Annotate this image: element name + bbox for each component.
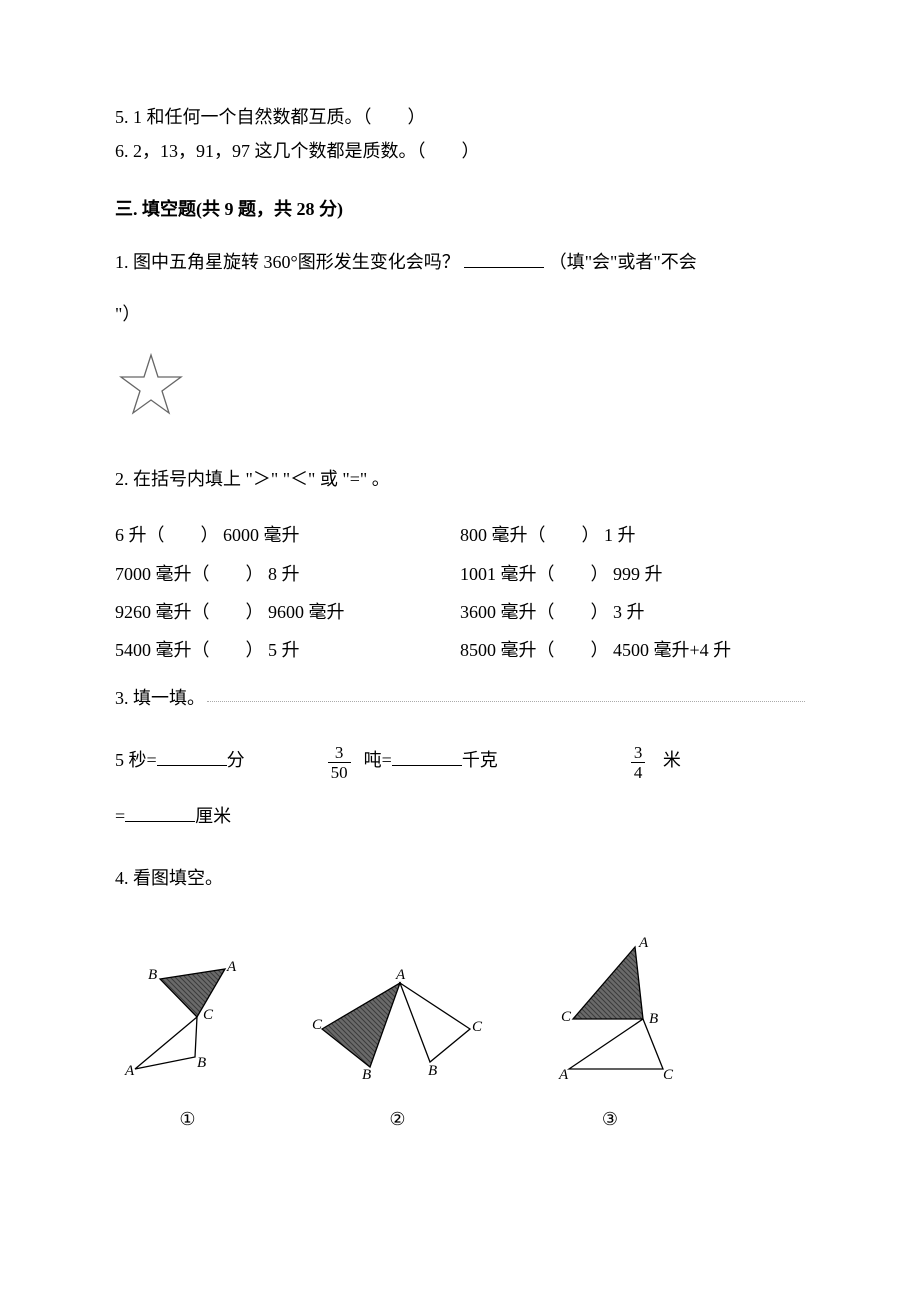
- svg-text:B: B: [428, 1063, 437, 1079]
- svg-text:A: A: [638, 937, 649, 951]
- star-icon: [121, 355, 181, 413]
- q3-dotted-line: [207, 701, 805, 702]
- frac2-den: 4: [631, 763, 646, 781]
- figure-1-cap: ①: [115, 1102, 260, 1136]
- q3-blank-3[interactable]: [125, 801, 195, 822]
- q3-p1-b: 分: [227, 750, 245, 770]
- q1-tail: "）: [115, 297, 805, 331]
- svg-text:B: B: [148, 967, 157, 983]
- figure-1: A B C A B ①: [115, 957, 260, 1136]
- q2-left-3[interactable]: 5400 毫升（ ） 5 升: [115, 633, 460, 667]
- q3-line1: 5 秒= 分 3 50 吨= 千克 3 4 米: [115, 743, 805, 780]
- svg-text:B: B: [649, 1011, 658, 1027]
- q2-left-2[interactable]: 9260 毫升（ ） 9600 毫升: [115, 595, 460, 629]
- q2-grid: 6 升（ ） 6000 毫升 7000 毫升（ ） 8 升 9260 毫升（ ）…: [115, 514, 805, 671]
- svg-text:A: A: [558, 1067, 569, 1083]
- q3-line2: = 厘米: [115, 799, 805, 833]
- q1-suffix: （填"会"或者"不会: [549, 252, 697, 272]
- svg-text:C: C: [312, 1017, 323, 1033]
- q3-p2-b: 千克: [462, 750, 498, 770]
- q2-right-1[interactable]: 1001 毫升（ ） 999 升: [460, 557, 805, 591]
- svg-text:B: B: [362, 1067, 371, 1083]
- q2-left-1[interactable]: 7000 毫升（ ） 8 升: [115, 557, 460, 591]
- q2-right-0[interactable]: 800 毫升（ ） 1 升: [460, 518, 805, 552]
- q2-title: 2. 在括号内填上 "＞" "＜" 或 "=" 。: [115, 462, 805, 496]
- frac1-num: 3: [328, 744, 351, 763]
- svg-text:C: C: [663, 1067, 674, 1083]
- svg-text:A: A: [395, 967, 406, 983]
- star-figure: [115, 351, 805, 432]
- q1-text: 1. 图中五角星旋转 360°图形发生变化会吗？ （填"会"或者"不会: [115, 245, 805, 279]
- q2-right-2[interactable]: 3600 毫升（ ） 3 升: [460, 595, 805, 629]
- figure-3-cap: ③: [535, 1102, 685, 1136]
- figure-2-cap: ②: [310, 1102, 485, 1136]
- q1-prefix: 1. 图中五角星旋转 360°图形发生变化会吗？: [115, 252, 460, 272]
- q4-figures: A B C A B ① A C: [115, 937, 805, 1136]
- svg-text:A: A: [226, 959, 237, 975]
- svg-text:A: A: [124, 1063, 135, 1079]
- svg-text:C: C: [472, 1019, 483, 1035]
- frac1-den: 50: [328, 763, 351, 781]
- section-3-heading: 三. 填空题(共 9 题，共 28 分): [115, 192, 805, 226]
- q3-p4-b: 厘米: [195, 806, 231, 826]
- svg-text:C: C: [203, 1007, 214, 1023]
- q3-frac-1: 3 50: [328, 744, 351, 781]
- q2-right-3[interactable]: 8500 毫升（ ） 4500 毫升+4 升: [460, 633, 805, 667]
- q3-p2-a: 吨=: [364, 750, 392, 770]
- svg-text:C: C: [561, 1009, 572, 1025]
- q3-p3-a: 米: [663, 750, 681, 770]
- q1-blank[interactable]: [464, 247, 544, 268]
- q2-left-0[interactable]: 6 升（ ） 6000 毫升: [115, 518, 460, 552]
- q3-blank-1[interactable]: [157, 745, 227, 766]
- q3-title: 3. 填一填。: [115, 681, 205, 715]
- q3-frac-2: 3 4: [631, 744, 646, 781]
- q3-p1-a: 5 秒=: [115, 750, 157, 770]
- tf-q6: 6. 2，13，91，97 这几个数都是质数。（ ）: [115, 134, 805, 168]
- q3-p4-a: =: [115, 806, 125, 826]
- figure-2: A C B C B ②: [310, 967, 485, 1136]
- svg-text:B: B: [197, 1055, 206, 1071]
- frac2-num: 3: [631, 744, 646, 763]
- figure-3: A B C A C ③: [535, 937, 685, 1136]
- q3-blank-2[interactable]: [392, 745, 462, 766]
- tf-q5: 5. 1 和任何一个自然数都互质。（ ）: [115, 100, 805, 134]
- q4-title: 4. 看图填空。: [115, 861, 805, 895]
